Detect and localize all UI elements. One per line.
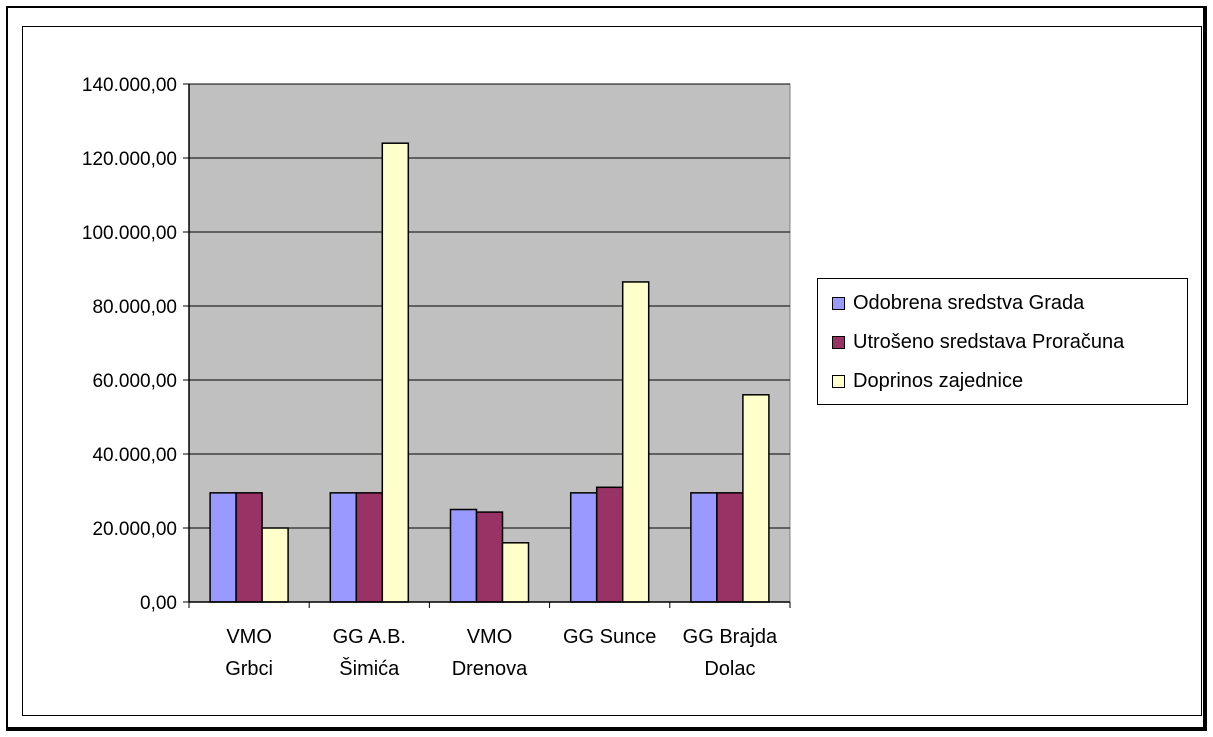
y-tick-label: 120.000,00 [82,149,177,170]
x-category-label: VMO [467,626,513,648]
y-tick-label: 40.000,00 [92,445,177,466]
x-category-label: GG Sunce [563,626,656,648]
bar-doprinos [621,281,650,603]
bar-odobrena [329,492,358,603]
bar-odobrena [209,492,237,603]
legend: Odobrena sredstva Grada Utrošeno sredsta… [817,278,1188,405]
bar-doprinos [261,527,289,603]
legend-label: Utrošeno sredstava Proračuna [853,330,1125,353]
axes: 0,00 20.000,00 40.000,00 60.000,00 80.000,00… [82,75,791,680]
legend-label: Doprinos zajednice [853,369,1024,392]
x-category-label: Dolac [704,658,755,680]
bar-utroseno [716,492,744,603]
legend-label: Odobrena sredstva Grada [853,291,1085,314]
y-tick-label: 0,00 [140,593,177,614]
x-category-label: Drenova [452,658,528,680]
x-category-label: GG A.B. [333,626,406,648]
y-tick-label: 100.000,00 [82,223,177,244]
bar-utroseno [595,486,624,603]
legend-swatch-doprinos [832,374,845,388]
bar-doprinos [742,394,770,603]
y-tick-label: 60.000,00 [92,371,177,392]
bar-utroseno [235,492,263,603]
bar-odobrena [449,508,478,603]
bar-utroseno [475,511,504,603]
x-category-label: GG Brajda [683,626,778,648]
y-tick-label: 20.000,00 [92,519,177,540]
y-tick-label: 140.000,00 [82,75,177,96]
x-category-label: Šimića [339,657,400,680]
legend-swatch-odobrena [832,296,845,310]
chart-area [22,26,1202,716]
outer-frame [6,6,1207,731]
bar-doprinos [501,542,530,603]
bar-doprinos [381,142,410,603]
legend-item: Utrošeno sredstava Proračuna [832,328,1124,356]
bar-utroseno [355,492,384,603]
legend-swatch-utroseno [832,335,845,349]
legend-item: Odobrena sredstva Grada [832,289,1084,317]
bar-odobrena [569,492,598,603]
x-category-label: VMO [226,626,272,648]
bar-odobrena [690,492,718,603]
y-tick-label: 80.000,00 [92,297,177,318]
x-category-label: Grbci [225,658,273,680]
legend-item: Doprinos zajednice [832,367,1023,395]
